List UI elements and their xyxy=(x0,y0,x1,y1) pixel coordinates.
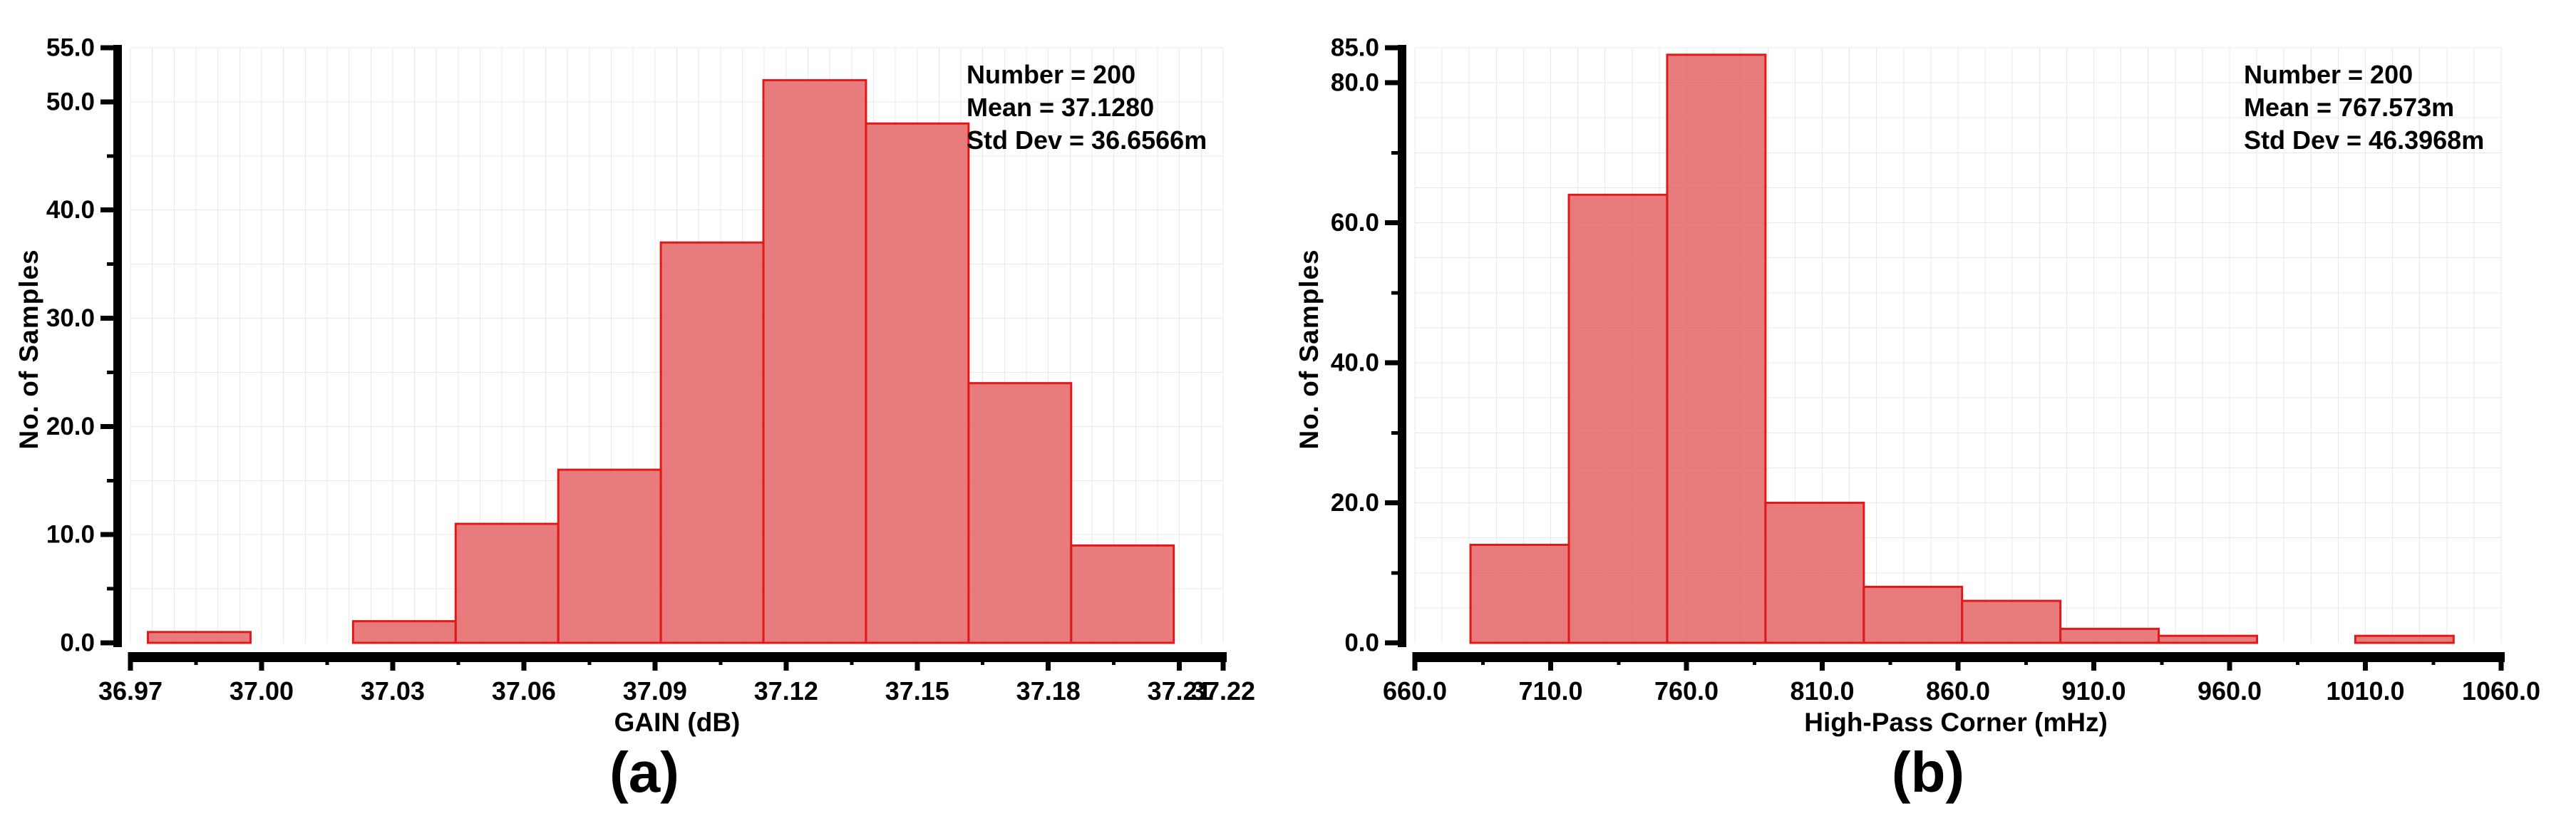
svg-text:1060.0: 1060.0 xyxy=(2462,676,2540,706)
svg-text:37.18: 37.18 xyxy=(1016,676,1081,706)
histogram-panel-b: No. of Samples High-Pass Corner (mHz) Nu… xyxy=(1288,0,2576,826)
stats-annotation: Number = 200 Mean = 767.573m Std Dev = 4… xyxy=(2244,58,2484,157)
svg-text:20.0: 20.0 xyxy=(1331,489,1379,517)
svg-text:37.21: 37.21 xyxy=(1148,676,1212,706)
svg-text:910.0: 910.0 xyxy=(2061,676,2126,706)
stats-annotation: Number = 200 Mean = 37.1280 Std Dev = 36… xyxy=(967,58,1207,157)
panel-caption: (a) xyxy=(609,740,679,804)
svg-text:30.0: 30.0 xyxy=(46,304,95,332)
annotation-number: Number = 200 xyxy=(967,60,1136,89)
svg-text:55.0: 55.0 xyxy=(46,34,95,62)
svg-text:1010.0: 1010.0 xyxy=(2326,676,2404,706)
svg-text:860.0: 860.0 xyxy=(1926,676,1990,706)
svg-text:20.0: 20.0 xyxy=(46,413,95,440)
svg-text:810.0: 810.0 xyxy=(1790,676,1854,706)
svg-text:37.12: 37.12 xyxy=(754,676,818,706)
x-axis-title: High-Pass Corner (mHz) xyxy=(1804,708,2108,737)
svg-text:40.0: 40.0 xyxy=(46,196,95,224)
svg-text:60.0: 60.0 xyxy=(1331,209,1379,237)
y-axis-title: No. of Samples xyxy=(14,249,43,450)
svg-text:50.0: 50.0 xyxy=(46,88,95,115)
svg-text:37.09: 37.09 xyxy=(623,676,687,706)
histogram-panel-a: No. of Samples GAIN (dB) Number = 200 Me… xyxy=(14,58,1207,804)
svg-text:36.97: 36.97 xyxy=(98,676,163,706)
svg-text:37.00: 37.00 xyxy=(230,676,294,706)
panel-caption: (b) xyxy=(1891,740,1965,804)
annotation-mean: Mean = 767.573m xyxy=(2244,93,2455,122)
svg-text:760.0: 760.0 xyxy=(1654,676,1719,706)
annotation-number: Number = 200 xyxy=(2244,60,2413,89)
svg-text:0.0: 0.0 xyxy=(60,629,95,657)
svg-text:37.06: 37.06 xyxy=(492,676,556,706)
svg-text:660.0: 660.0 xyxy=(1383,676,1447,706)
annotation-std-dev: Std Dev = 36.6566m xyxy=(967,125,1207,155)
svg-text:37.22: 37.22 xyxy=(1191,676,1255,706)
svg-text:10.0: 10.0 xyxy=(46,521,95,549)
svg-text:710.0: 710.0 xyxy=(1518,676,1582,706)
svg-text:80.0: 80.0 xyxy=(1331,69,1379,97)
svg-text:37.15: 37.15 xyxy=(885,676,949,706)
svg-text:85.0: 85.0 xyxy=(1331,34,1379,62)
svg-text:0.0: 0.0 xyxy=(1344,629,1379,657)
y-axis-title: No. of Samples xyxy=(1294,249,1324,450)
svg-text:40.0: 40.0 xyxy=(1331,349,1379,377)
annotation-std-dev: Std Dev = 46.3968m xyxy=(2244,125,2485,155)
svg-text:960.0: 960.0 xyxy=(2198,676,2262,706)
svg-text:37.03: 37.03 xyxy=(361,676,425,706)
x-axis-title: GAIN (dB) xyxy=(614,708,741,737)
annotation-mean: Mean = 37.1280 xyxy=(967,93,1155,122)
